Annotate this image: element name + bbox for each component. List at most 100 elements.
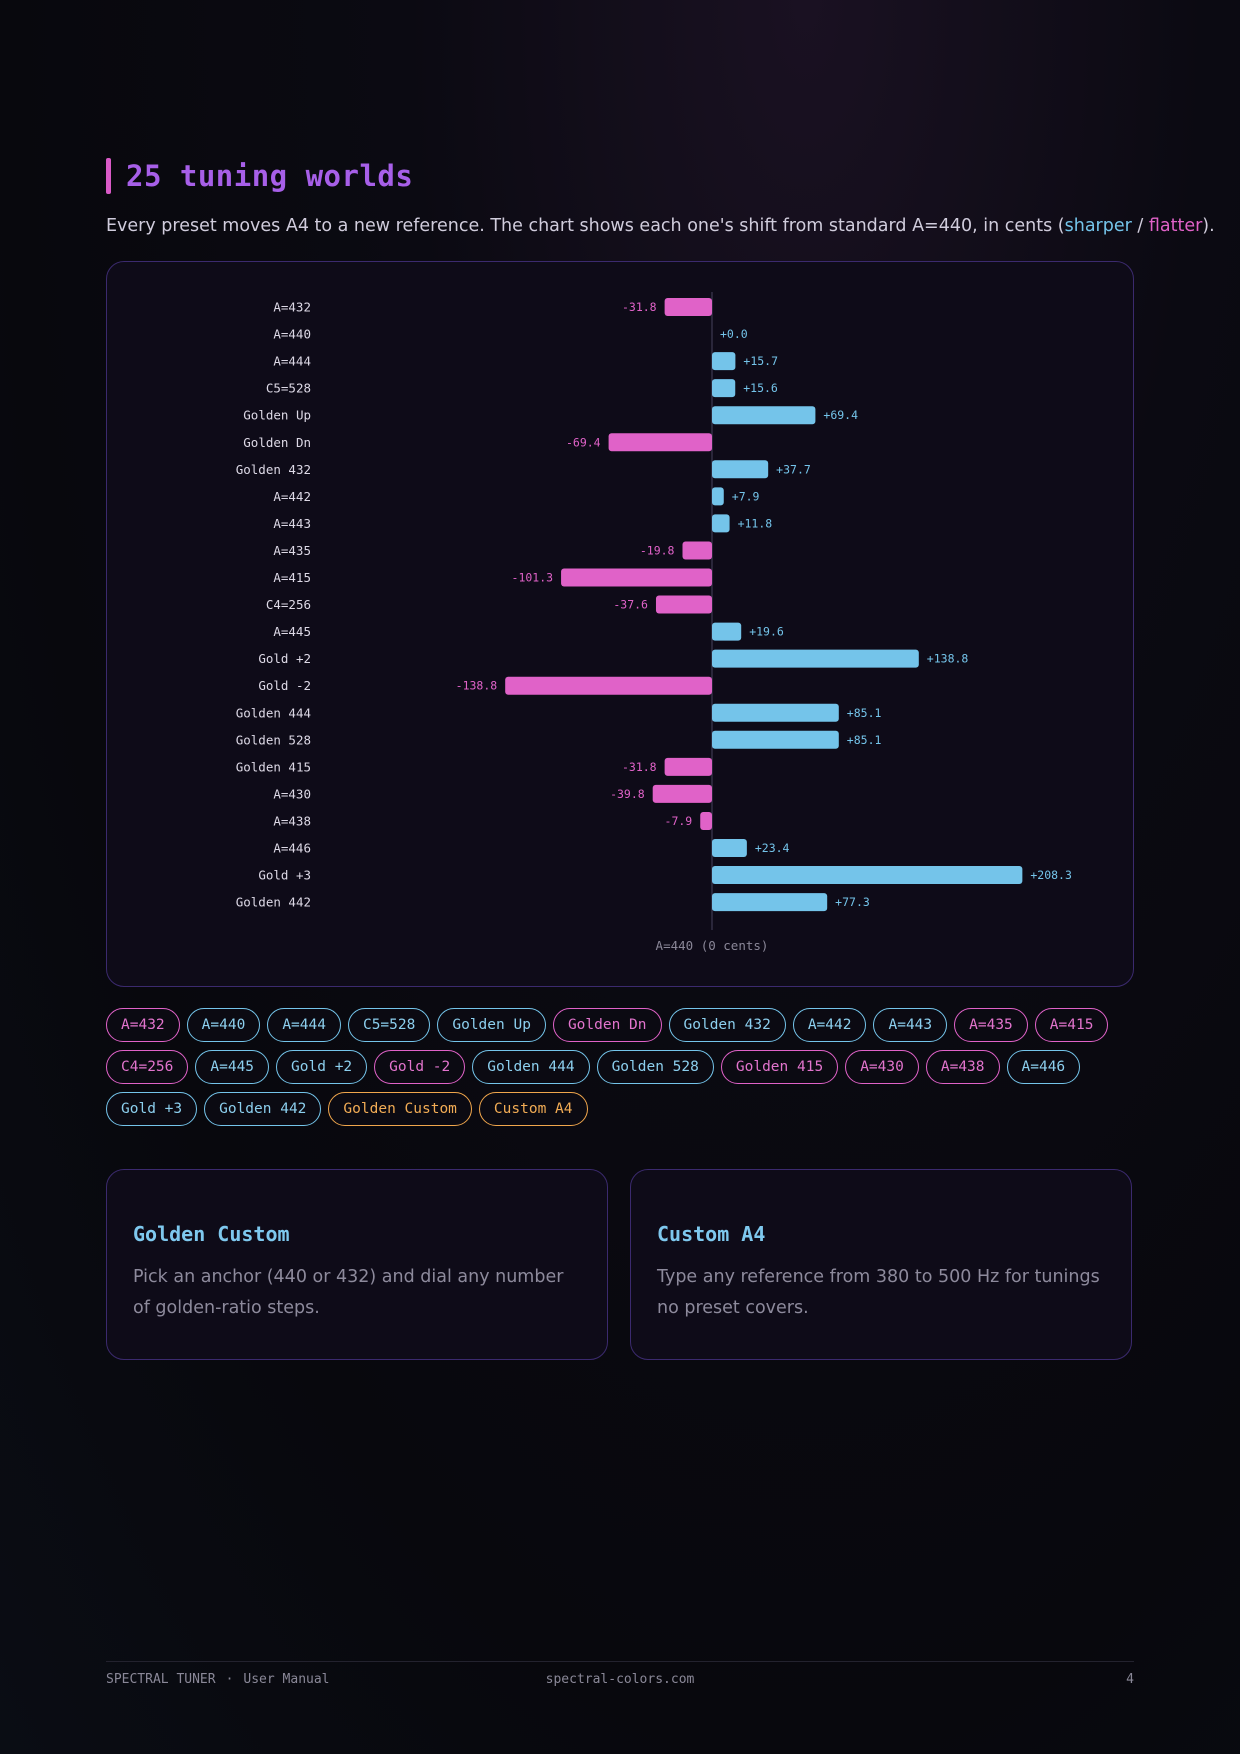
intro-separator: / bbox=[1131, 216, 1149, 236]
intro-text: Every preset moves A4 to a new reference… bbox=[106, 216, 1065, 236]
value-label: -39.8 bbox=[610, 787, 645, 801]
page-number: 4 bbox=[1126, 1672, 1134, 1687]
shift-bar bbox=[682, 541, 712, 560]
intro-end: ). bbox=[1202, 216, 1215, 236]
shift-bar bbox=[712, 893, 828, 912]
value-label: +15.6 bbox=[743, 381, 778, 395]
shift-bar bbox=[664, 298, 712, 316]
custom-a4-card: Custom A4 Type any reference from 380 to… bbox=[630, 1169, 1132, 1360]
shift-bar bbox=[561, 568, 712, 587]
value-label: +77.3 bbox=[835, 895, 870, 909]
intro-sharper: sharper bbox=[1064, 216, 1132, 236]
footer-separator: · bbox=[225, 1672, 234, 1687]
shift-bar bbox=[712, 460, 769, 479]
preset-chip[interactable]: A=443 bbox=[873, 1008, 948, 1042]
value-label: +23.4 bbox=[755, 841, 790, 855]
preset-chip-list: A=432 A=440 A=444 C5=528 Golden Up Golden Dn G… bbox=[106, 1008, 1146, 1126]
shift-bar bbox=[712, 839, 747, 857]
shift-bar bbox=[505, 676, 712, 695]
preset-chip[interactable]: Gold -2 bbox=[374, 1050, 466, 1084]
intro-paragraph: Every preset moves A4 to a new reference… bbox=[106, 216, 1215, 236]
card-title: Custom A4 bbox=[657, 1222, 766, 1246]
footer-section: User Manual bbox=[243, 1672, 330, 1687]
shift-bar bbox=[700, 811, 712, 830]
category-label: A=440 bbox=[273, 327, 311, 342]
preset-chip[interactable]: A=430 bbox=[845, 1050, 919, 1084]
heading-accent-bar bbox=[106, 158, 111, 194]
value-label: +19.6 bbox=[749, 625, 784, 639]
section-title: 25 tuning worlds bbox=[126, 159, 414, 193]
value-label: +7.9 bbox=[732, 489, 760, 503]
category-label: A=443 bbox=[273, 516, 311, 531]
shift-bar bbox=[652, 784, 712, 803]
preset-chip[interactable]: Gold +2 bbox=[276, 1050, 368, 1084]
preset-chip[interactable]: Gold +3 bbox=[106, 1092, 198, 1126]
category-label: Gold -2 bbox=[258, 678, 311, 693]
preset-chip[interactable]: Golden 432 bbox=[668, 1008, 786, 1042]
preset-chip[interactable]: Golden 444 bbox=[472, 1050, 590, 1084]
shift-bar bbox=[712, 730, 839, 749]
golden-custom-card: Golden Custom Pick an anchor (440 or 432… bbox=[106, 1169, 608, 1360]
shift-bar bbox=[712, 622, 742, 641]
preset-chip[interactable]: Custom A4 bbox=[478, 1092, 588, 1126]
category-label: A=445 bbox=[273, 624, 311, 639]
preset-chip[interactable]: A=415 bbox=[1034, 1008, 1109, 1042]
preset-chip[interactable]: C5=528 bbox=[347, 1008, 431, 1042]
preset-chip[interactable]: C4=256 bbox=[106, 1050, 189, 1084]
preset-chip[interactable]: Golden 442 bbox=[204, 1092, 322, 1126]
value-label: -69.4 bbox=[566, 435, 601, 449]
category-label: Golden 415 bbox=[236, 759, 311, 774]
footer-divider bbox=[106, 1661, 1134, 1662]
cents-shift-chart: A=432 -31.8 A=440 +0.0 A=444 +15.7 C5=528 +15.6… bbox=[106, 261, 1134, 987]
value-label: -19.8 bbox=[640, 543, 675, 557]
category-label: Gold +3 bbox=[258, 868, 311, 883]
category-label: Golden 528 bbox=[236, 732, 311, 747]
shift-bar bbox=[712, 379, 736, 398]
category-label: A=438 bbox=[273, 813, 311, 828]
preset-chip[interactable]: A=435 bbox=[954, 1008, 1028, 1042]
footer-left: SPECTRAL TUNER · User Manual bbox=[106, 1672, 330, 1687]
card-description: Type any reference from 380 to 500 Hz fo… bbox=[657, 1267, 1100, 1318]
category-label: Golden Dn bbox=[243, 435, 311, 450]
shift-bar bbox=[712, 514, 730, 533]
value-label: +138.8 bbox=[927, 652, 969, 666]
shift-bar bbox=[712, 866, 1023, 885]
value-label: -37.6 bbox=[613, 598, 648, 612]
category-label: A=432 bbox=[273, 300, 311, 315]
value-label: -101.3 bbox=[512, 571, 554, 585]
cents-shift-chart-svg: A=432 -31.8 A=440 +0.0 A=444 +15.7 C5=528 +15.6… bbox=[236, 292, 1072, 953]
shift-bar bbox=[712, 703, 839, 722]
preset-chip[interactable]: A=444 bbox=[267, 1008, 341, 1042]
category-label: Golden Up bbox=[243, 408, 311, 423]
card-description: Pick an anchor (440 or 432) and dial any… bbox=[133, 1267, 564, 1318]
category-label: A=430 bbox=[273, 786, 311, 801]
value-label: +0.0 bbox=[720, 327, 748, 341]
shift-bar bbox=[664, 757, 712, 776]
preset-chip[interactable]: Golden 415 bbox=[720, 1050, 839, 1084]
value-label: -31.8 bbox=[622, 300, 657, 314]
preset-chip[interactable]: Golden Custom bbox=[328, 1092, 472, 1126]
shift-bar bbox=[712, 649, 919, 668]
shift-bar bbox=[712, 487, 724, 506]
category-label: A=435 bbox=[273, 543, 311, 558]
preset-chip[interactable]: A=446 bbox=[1006, 1050, 1081, 1084]
card-title: Golden Custom bbox=[133, 1222, 290, 1246]
category-label: Gold +2 bbox=[258, 651, 311, 666]
preset-chip[interactable]: A=445 bbox=[195, 1050, 270, 1084]
shift-bar bbox=[712, 352, 736, 371]
preset-chip[interactable]: A=442 bbox=[792, 1008, 867, 1042]
category-label: A=446 bbox=[273, 841, 311, 856]
category-label: Golden 442 bbox=[236, 895, 311, 910]
preset-chip[interactable]: Golden 528 bbox=[596, 1050, 714, 1084]
preset-chip[interactable]: A=432 bbox=[106, 1008, 180, 1042]
preset-chip[interactable]: A=440 bbox=[186, 1008, 261, 1042]
preset-chip[interactable]: A=438 bbox=[925, 1050, 1000, 1084]
value-label: +69.4 bbox=[823, 408, 858, 422]
category-label: A=415 bbox=[273, 570, 311, 585]
value-label: +11.8 bbox=[738, 516, 773, 530]
preset-chip[interactable]: Golden Up bbox=[437, 1008, 546, 1042]
value-label: +208.3 bbox=[1030, 868, 1072, 882]
shift-bar bbox=[608, 433, 712, 452]
value-label: +85.1 bbox=[847, 733, 882, 747]
preset-chip[interactable]: Golden Dn bbox=[552, 1008, 662, 1042]
